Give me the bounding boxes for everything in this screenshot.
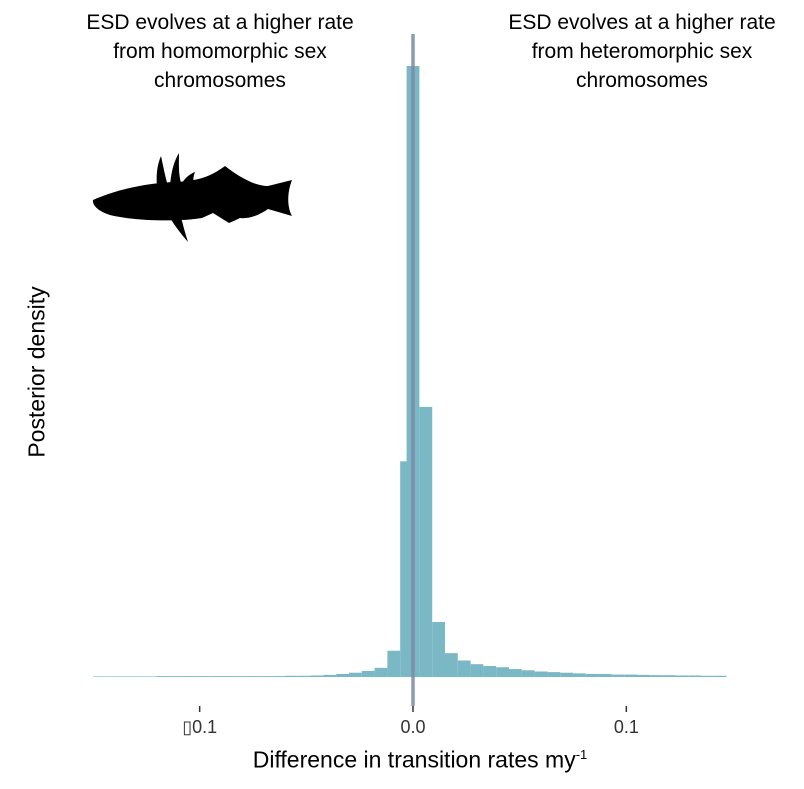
histogram-bar (93, 676, 106, 677)
histogram-bar (573, 673, 586, 677)
x-axis-label-superscript: -1 (575, 746, 588, 762)
histogram-bar (611, 674, 625, 677)
histogram-bars (93, 66, 727, 677)
histogram-bar (419, 406, 433, 677)
histogram-bar (144, 676, 157, 677)
histogram-bar (374, 667, 388, 677)
x-axis-label: Difference in transition rates my-1 (253, 747, 588, 774)
histogram-bar (701, 675, 714, 677)
histogram-bar (470, 664, 484, 677)
histogram-bar (157, 676, 170, 677)
histogram-bar (272, 676, 285, 677)
histogram-bar (521, 670, 535, 677)
histogram-bar (195, 676, 209, 677)
histogram-bar (246, 676, 260, 677)
annotation-right-line-2: from heteromorphic sex (531, 40, 753, 63)
histogram-bar (323, 674, 337, 677)
annotation-right-line-1: ESD evolves at a higher rate (508, 11, 776, 34)
histogram-bar (483, 666, 497, 677)
histogram-bar (713, 675, 727, 677)
histogram-bar (118, 676, 132, 677)
histogram-bar (496, 667, 509, 677)
y-axis-label: Posterior density (23, 286, 50, 458)
annotation-left-line-2: from homomorphic sex (113, 40, 327, 63)
histogram-bar (310, 675, 324, 677)
histogram-bar (182, 676, 196, 677)
histogram-bar (547, 672, 561, 677)
annotation-left-line-1: ESD evolves at a higher rate (86, 11, 354, 34)
histogram-bar (221, 676, 234, 677)
histogram-bar (361, 670, 375, 677)
x-axis-ticks: ▯0.1 0.0 0.1 (182, 706, 639, 737)
histogram-bar (662, 675, 676, 677)
histogram-bar (169, 676, 183, 677)
x-tick-label: 0.1 (614, 717, 639, 737)
histogram-bar (208, 676, 221, 677)
histogram-bar (233, 676, 247, 677)
annotation-right: ESD evolves at a higher rate from hetero… (462, 8, 804, 95)
annotation-left-line-3: chromosomes (154, 69, 286, 92)
x-axis-label-text: Difference in transition rates my (252, 746, 576, 773)
histogram-bar (585, 673, 599, 677)
histogram-bar (285, 675, 298, 677)
histogram-bar (105, 676, 119, 677)
histogram-bar (457, 660, 471, 677)
histogram-bar (624, 674, 637, 677)
histogram-bar (387, 650, 401, 677)
stickleback-fish-icon (92, 153, 292, 242)
annotation-right-line-3: chromosomes (576, 69, 708, 92)
histogram-bar (637, 674, 650, 677)
histogram-bar (445, 653, 458, 677)
annotation-left: ESD evolves at a higher rate from homomo… (40, 8, 400, 95)
histogram-bar (598, 673, 612, 677)
histogram-bar (560, 672, 573, 677)
histogram-bar (675, 675, 689, 677)
histogram-bar (131, 676, 145, 677)
histogram-bar (432, 622, 445, 677)
x-tick-label: ▯0.1 (182, 717, 217, 737)
histogram-bar (259, 676, 273, 677)
histogram-bar (349, 672, 362, 677)
histogram-bar (534, 671, 548, 677)
histogram-bar (688, 675, 701, 677)
histogram-bar (336, 673, 349, 677)
histogram-bar (649, 675, 663, 677)
x-tick-label: 0.0 (400, 717, 425, 737)
histogram-bar (297, 675, 311, 677)
histogram-bar (509, 669, 522, 677)
